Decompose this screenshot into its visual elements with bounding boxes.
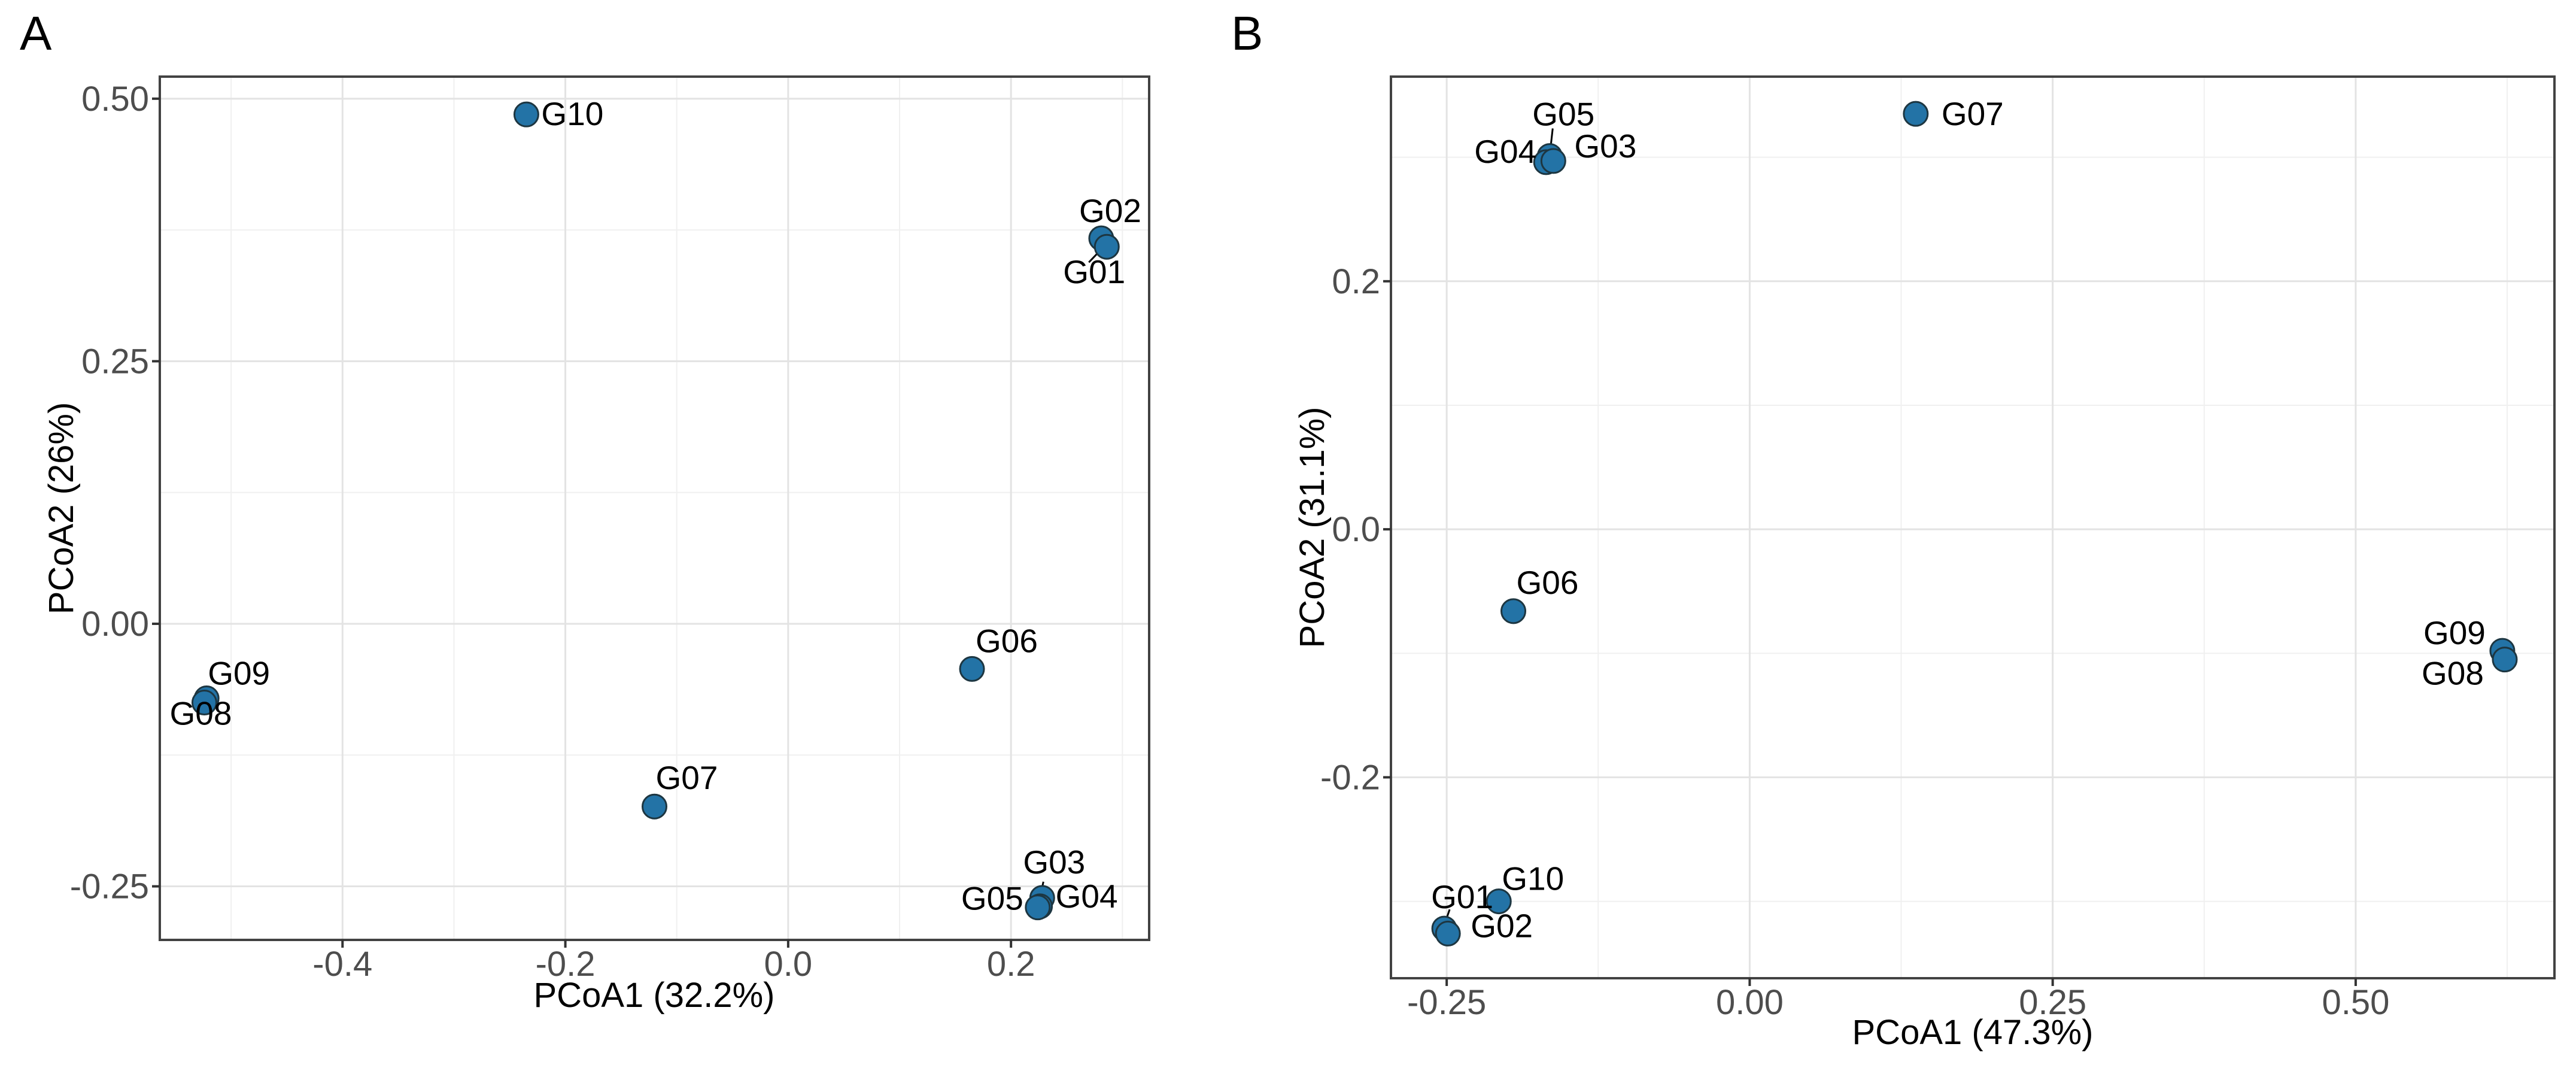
panel-a-x-tick-label: 0.2 [987, 945, 1035, 984]
panel-b-point-G08 [2492, 647, 2518, 673]
panel-b-point-label-G01: G01 [1431, 878, 1493, 915]
panel-b-y-tick-label: 0.0 [1332, 510, 1380, 549]
panel-b-x-tick-label: -0.25 [1407, 983, 1486, 1022]
panel-a-y-axis-title: PCoA2 (26%) [42, 402, 81, 615]
panel-a-point-label-G03: G03 [1023, 844, 1085, 881]
panel-a-border [159, 75, 1150, 941]
panel-a-point-label-G06: G06 [976, 622, 1038, 659]
panel-b-point-G06 [1500, 598, 1527, 624]
panel-a-y-tick-label: 0.00 [81, 605, 149, 644]
panel-b-x-tick-label: 0.25 [2019, 983, 2086, 1022]
panel-a-point-label-G04: G04 [1056, 878, 1118, 915]
panel-b-y-tick-label: 0.2 [1332, 262, 1380, 301]
panel-b-x-tick-label: 0.00 [1716, 983, 1784, 1022]
panel-a-y-tick-label: 0.25 [81, 342, 149, 381]
panel-b-x-tick-label: 0.50 [2322, 983, 2389, 1022]
panel-b-point-label-G04: G04 [1474, 133, 1536, 170]
panel-b-point-label-G06: G06 [1517, 564, 1579, 601]
panel-a-x-axis-title: PCoA1 (32.2%) [534, 976, 775, 1015]
panel-a-x-tick-label: -0.2 [536, 945, 596, 984]
panel-b-plot-area [1391, 77, 2554, 978]
panel-a-point-G01 [1093, 233, 1120, 260]
panel-b-point-G02 [1435, 920, 1461, 946]
panel-b-point-G03 [1540, 148, 1566, 174]
panel-a-point-G08 [191, 690, 217, 716]
panel-b-border [1390, 75, 2556, 979]
panel-a-point-G10 [513, 101, 539, 128]
panel-label-b: B [1231, 7, 1263, 60]
panel-a-point-label-G08: G08 [169, 695, 232, 732]
panel-b-y-tick-label: -0.2 [1320, 758, 1380, 797]
panel-a-point-G05 [1025, 894, 1051, 921]
panel-a-point-G06 [959, 656, 985, 682]
panel-b-point-label-G07: G07 [1942, 95, 2004, 132]
panel-b-point-label-G09: G09 [2423, 614, 2486, 651]
panel-a-x-tick-label: 0.0 [764, 945, 813, 984]
panel-label-a: A [20, 7, 52, 60]
panel-a-point-label-G02: G02 [1079, 192, 1141, 229]
panel-b-point-label-G03: G03 [1574, 128, 1636, 165]
panel-b-point-label-G02: G02 [1471, 907, 1533, 944]
panel-a-y-tick-label: -0.25 [70, 867, 149, 906]
panel-b-point-label-G05: G05 [1532, 96, 1594, 133]
panel-a-point-label-G01: G01 [1063, 253, 1125, 290]
panel-a-point-label-G05: G05 [961, 880, 1023, 917]
panel-a-y-tick-label: 0.50 [81, 80, 149, 119]
panel-b-x-axis-title: PCoA1 (47.3%) [1852, 1013, 2094, 1052]
panel-b-point-label-G08: G08 [2422, 655, 2484, 692]
panel-b-point-label-G10: G10 [1502, 860, 1564, 897]
panel-a-point-label-G10: G10 [541, 95, 603, 132]
panel-a-x-tick-label: -0.4 [312, 945, 372, 984]
panel-b-y-axis-title: PCoA2 (31.1%) [1293, 407, 1332, 648]
panel-a-point-label-G09: G09 [208, 655, 270, 692]
panel-a-point-label-G07: G07 [656, 759, 718, 796]
panel-a-point-G07 [642, 793, 667, 820]
panel-b-point-G07 [1903, 101, 1929, 127]
panel-b-point-G10 [1486, 888, 1512, 915]
